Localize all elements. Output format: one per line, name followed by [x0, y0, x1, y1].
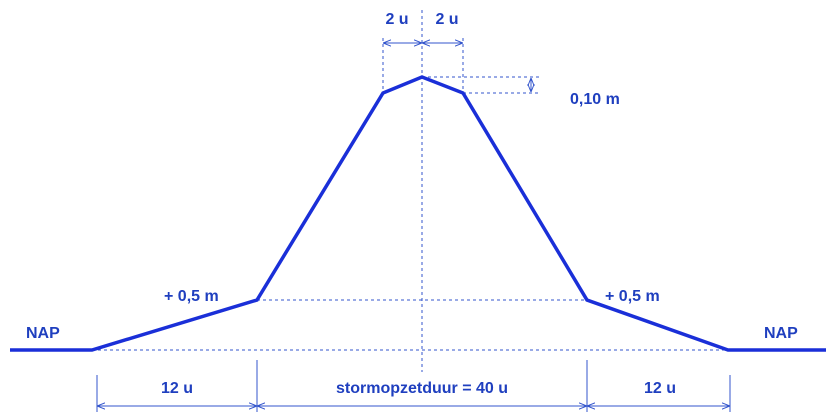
label: 2 u — [385, 11, 408, 28]
label: 12 u — [161, 380, 193, 397]
water-level-profile — [10, 75, 826, 352]
label: + 0,5 m — [605, 288, 660, 305]
label: 0,10 m — [570, 91, 620, 108]
guides — [92, 10, 731, 412]
label: 12 u — [644, 380, 676, 397]
label: stormopzetduur = 40 u — [336, 380, 508, 397]
label: + 0,5 m — [164, 288, 219, 305]
label: NAP — [26, 325, 60, 342]
label: 2 u — [435, 11, 458, 28]
label: NAP — [764, 325, 798, 342]
